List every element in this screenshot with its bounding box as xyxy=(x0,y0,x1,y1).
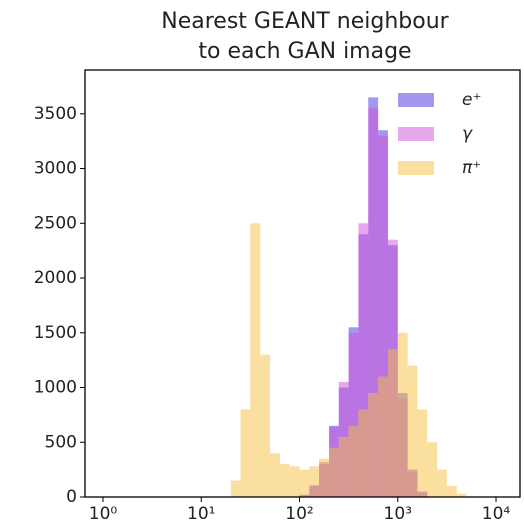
legend-text: γ xyxy=(462,124,473,144)
histogram-bar xyxy=(299,469,310,497)
histogram-bar xyxy=(348,425,359,497)
histogram-bar xyxy=(397,332,408,497)
histogram-bar xyxy=(378,135,388,497)
histogram-bar xyxy=(309,466,320,497)
histogram-bar xyxy=(279,464,290,497)
y-tick-label: 2000 xyxy=(34,268,77,288)
chart-title: Nearest GEANT neighbour xyxy=(161,9,449,34)
x-tick-label: 10⁰ xyxy=(89,504,118,524)
histogram-bar xyxy=(230,480,241,497)
histogram-bar xyxy=(437,469,447,497)
x-tick-label: 10³ xyxy=(384,504,412,524)
histogram-bar xyxy=(250,223,261,498)
histogram-bar xyxy=(358,409,369,497)
y-tick-label: 0 xyxy=(66,487,77,507)
histogram-bar xyxy=(427,442,438,497)
histogram-bar xyxy=(270,453,280,497)
y-tick-label: 1000 xyxy=(34,378,77,398)
histogram-bar xyxy=(417,409,428,497)
histogram-bar xyxy=(358,223,369,498)
legend-swatch xyxy=(398,127,434,141)
y-tick-label: 2500 xyxy=(34,213,77,233)
histogram-bar xyxy=(456,493,467,497)
y-tick-label: 3500 xyxy=(34,104,77,124)
histogram-bar xyxy=(260,354,271,497)
y-tick-label: 500 xyxy=(45,432,77,452)
histogram-bar xyxy=(407,365,418,497)
y-tick-label: 1500 xyxy=(34,323,77,343)
x-tick-label: 10² xyxy=(285,504,313,524)
histogram-bar xyxy=(368,392,379,497)
chart-title: to each GAN image xyxy=(198,39,411,64)
histogram-bar xyxy=(289,466,300,497)
plot-area xyxy=(230,97,467,498)
histogram-bar xyxy=(338,436,349,497)
histogram-bar xyxy=(348,332,359,497)
axes-frame xyxy=(84,69,521,498)
histogram-bar xyxy=(240,409,251,497)
histogram-bar xyxy=(319,458,330,497)
y-tick-label: 3000 xyxy=(34,159,77,179)
histogram-bar xyxy=(329,447,339,497)
x-tick-label: 10⁴ xyxy=(482,504,511,524)
histogram-bar xyxy=(368,108,379,498)
legend-text: e⁺ xyxy=(462,90,481,110)
histogram-bar xyxy=(446,486,457,497)
histogram-bar xyxy=(387,349,398,497)
legend-swatch xyxy=(398,93,434,107)
legend-swatch xyxy=(398,161,434,175)
legend-text: π⁺ xyxy=(462,158,481,178)
x-tick-label: 10¹ xyxy=(187,504,215,524)
histogram-bar xyxy=(378,376,388,497)
